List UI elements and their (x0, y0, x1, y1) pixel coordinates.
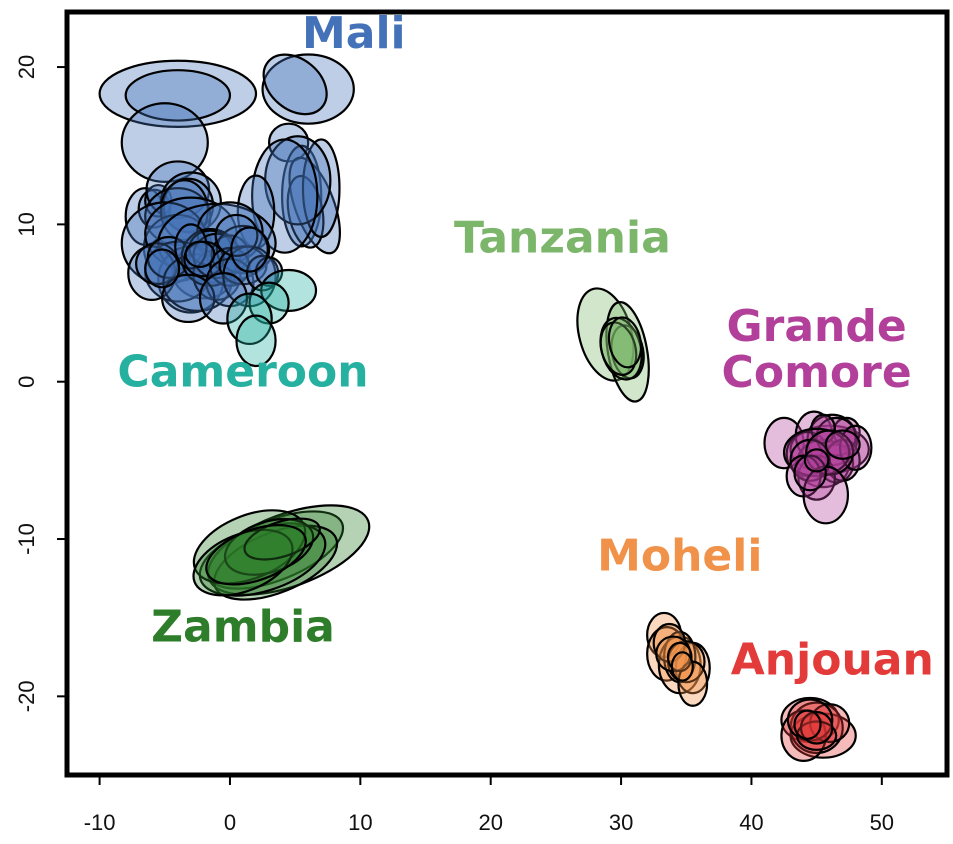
y-tick-label: -10 (14, 523, 39, 555)
ellipse-point (184, 240, 216, 268)
series-tanzania (576, 287, 650, 403)
ellipse-point (144, 248, 181, 289)
ellipse-point (205, 524, 307, 586)
ellipse-point (763, 416, 805, 470)
group-label-grande-comore: Grande Comore (722, 301, 912, 398)
x-tick-label: 10 (348, 810, 372, 835)
ellipse-point (124, 69, 232, 122)
series-cameroon (226, 268, 318, 368)
x-tick-label: -10 (84, 810, 116, 835)
ellipse-point (793, 454, 827, 492)
ellipse-point (198, 272, 249, 325)
ellipse-point (161, 273, 216, 324)
group-label-tanzania: Tanzania (454, 213, 671, 264)
group-label-zambia: Zambia (151, 601, 335, 652)
ellipse-point (230, 226, 269, 273)
x-tick-label: 0 (224, 810, 236, 835)
x-tick-label: 40 (739, 810, 763, 835)
x-tick-label: 50 (870, 810, 894, 835)
ellipse-point (670, 651, 694, 682)
series-mali (98, 53, 355, 325)
y-tick-label: 20 (14, 55, 39, 79)
x-tick-label: 20 (478, 810, 502, 835)
ellipse-point (666, 641, 693, 673)
series-anjouan (780, 696, 857, 762)
ellipse-point (793, 709, 822, 740)
ellipse-point (223, 518, 315, 576)
y-tick-label: -20 (14, 680, 39, 712)
data-ellipses (98, 53, 873, 762)
ellipse-point (782, 427, 851, 478)
ellipse-point (824, 429, 861, 460)
ellipse-point (215, 224, 271, 275)
ellipse-point (260, 268, 318, 313)
group-label-mali: Mali (302, 8, 406, 59)
series-moheli (646, 611, 711, 707)
axes: -10 0 10 20 30 40 50 -20 -10 0 10 20 (14, 55, 894, 835)
ellipse-point (243, 517, 321, 561)
ellipse-point (261, 53, 355, 125)
y-tick-label: 0 (14, 376, 39, 388)
ellipse-point (262, 53, 328, 116)
ellipse-point (209, 246, 251, 287)
plot-frame (64, 9, 950, 778)
ellipse-point (192, 528, 294, 597)
group-label-anjouan: Anjouan (731, 634, 934, 685)
series-grande-comore (763, 410, 873, 525)
group-label-cameroon: Cameroon (117, 346, 368, 397)
ellipse-point (235, 314, 277, 368)
ellipse-point (799, 710, 834, 745)
ellipse-point (607, 316, 643, 369)
group-labels: Mali Cameroon Zambia Tanzania Grande Comore Mo… (117, 8, 933, 685)
y-tick-label: 10 (14, 212, 39, 236)
x-tick-label: 30 (609, 810, 633, 835)
series-zambia (192, 504, 371, 601)
ellipse-point (803, 448, 830, 473)
group-label-moheli: Moheli (597, 530, 762, 581)
